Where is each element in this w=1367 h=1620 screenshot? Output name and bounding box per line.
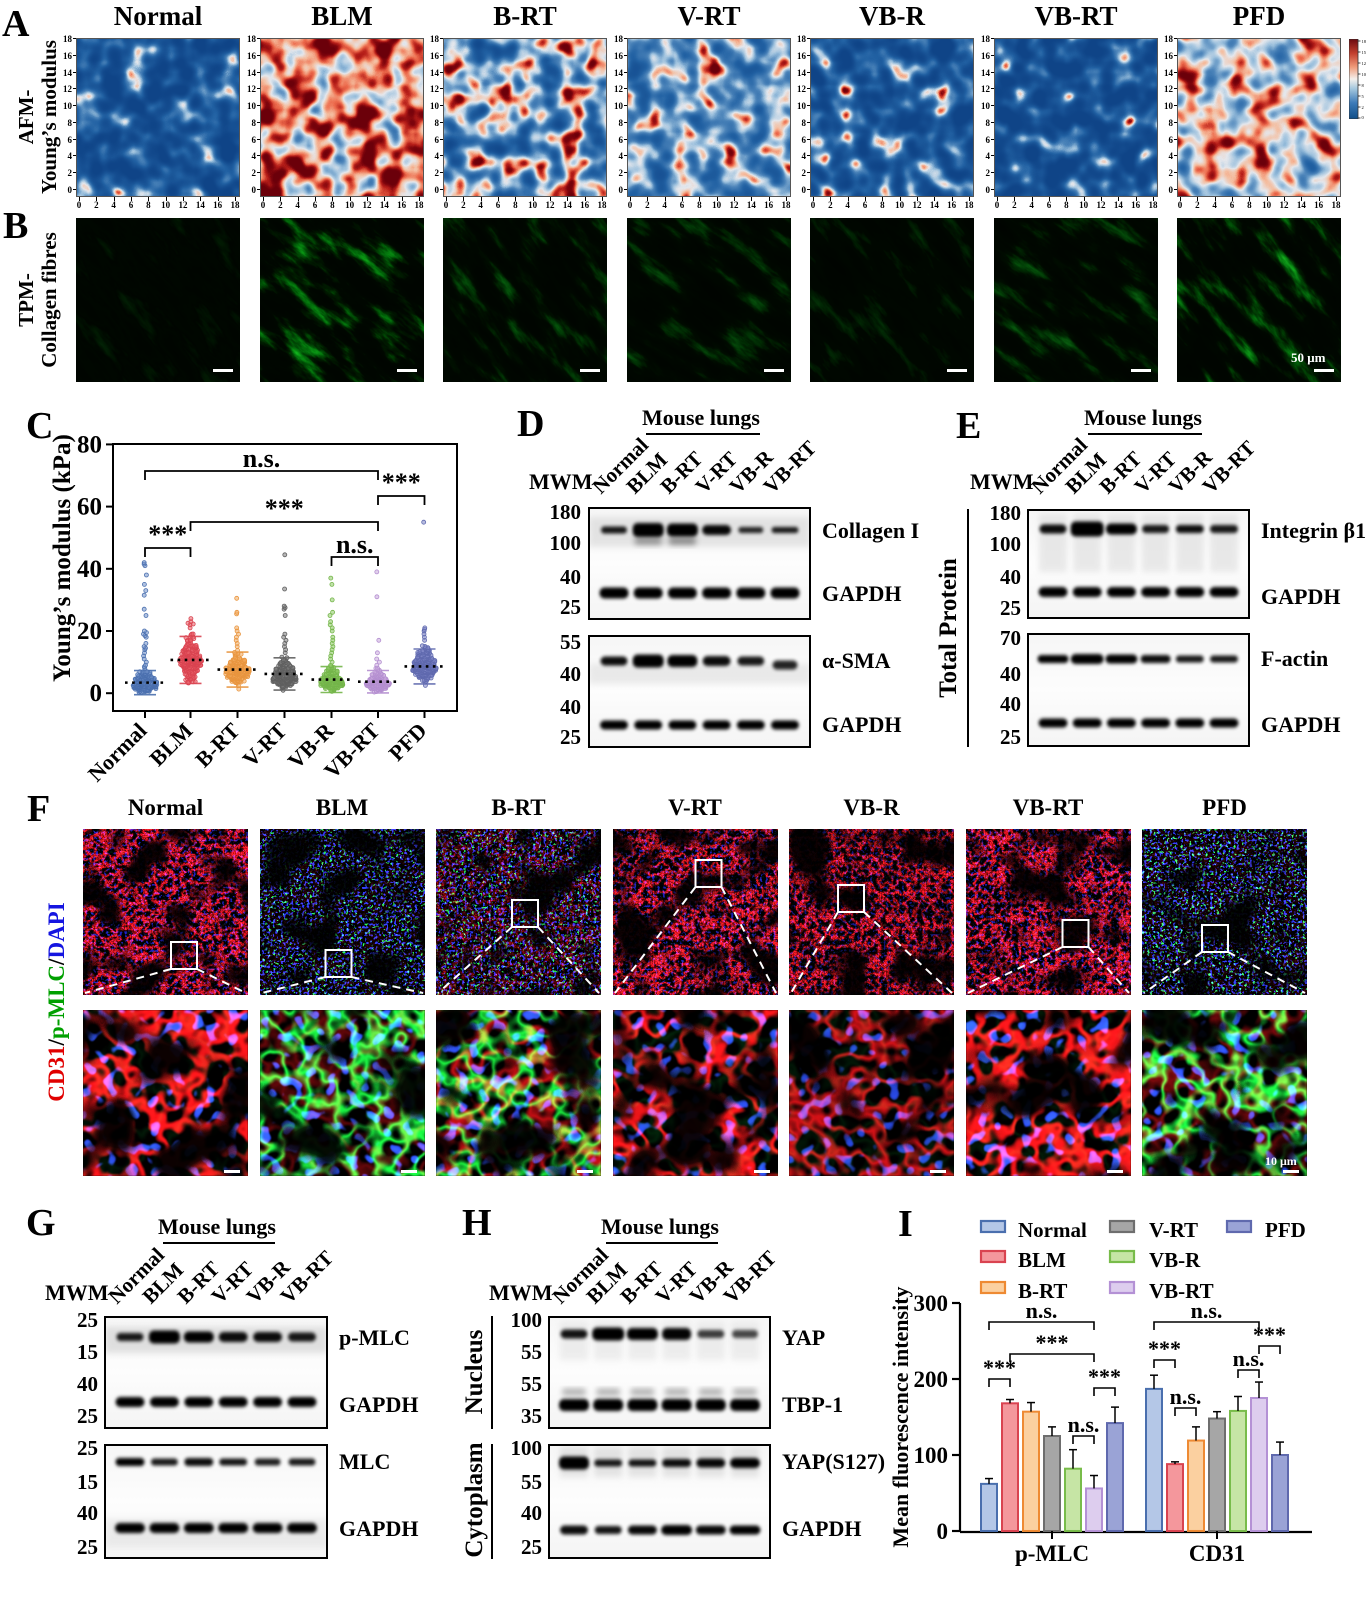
svg-text:n.s.: n.s.	[1026, 1298, 1058, 1323]
svg-text:n.s.: n.s.	[243, 444, 281, 473]
svg-text:n.s.: n.s.	[1170, 1384, 1202, 1409]
svg-text:***: ***	[1148, 1336, 1181, 1361]
svg-text:***: ***	[265, 494, 304, 523]
svg-text:CD31: CD31	[1189, 1541, 1245, 1566]
svg-text:200: 200	[914, 1367, 949, 1392]
svg-text:0: 0	[937, 1519, 949, 1544]
svg-text:p-MLC: p-MLC	[1015, 1541, 1089, 1566]
svg-text:40: 40	[77, 556, 102, 583]
svg-text:***: ***	[1088, 1364, 1121, 1389]
svg-text:8: 8	[1362, 83, 1365, 88]
svg-text:n.s.: n.s.	[1191, 1298, 1223, 1323]
svg-text:***: ***	[1036, 1330, 1069, 1355]
svg-text:***: ***	[1253, 1322, 1286, 1347]
svg-text:***: ***	[382, 468, 421, 497]
svg-text:12: 12	[1362, 61, 1367, 66]
svg-text:15: 15	[1362, 50, 1367, 55]
svg-text:300: 300	[914, 1291, 949, 1316]
svg-text:2: 2	[1362, 105, 1364, 110]
svg-text:***: ***	[148, 520, 187, 549]
svg-text:***: ***	[983, 1355, 1016, 1380]
svg-text:0: 0	[1362, 115, 1365, 119]
svg-text:80: 80	[77, 431, 102, 458]
svg-text:20: 20	[77, 618, 102, 645]
svg-text:n.s.: n.s.	[1068, 1412, 1100, 1437]
svg-text:n.s.: n.s.	[336, 530, 374, 559]
svg-text:100: 100	[914, 1443, 949, 1468]
svg-text:10: 10	[1362, 72, 1367, 77]
svg-text:60: 60	[77, 494, 102, 521]
svg-text:10 μm: 10 μm	[1265, 1154, 1297, 1168]
svg-text:5: 5	[1362, 94, 1365, 99]
svg-text:0: 0	[90, 680, 103, 707]
svg-text:18: 18	[1362, 39, 1367, 44]
svg-text:50 μm: 50 μm	[1291, 350, 1326, 365]
